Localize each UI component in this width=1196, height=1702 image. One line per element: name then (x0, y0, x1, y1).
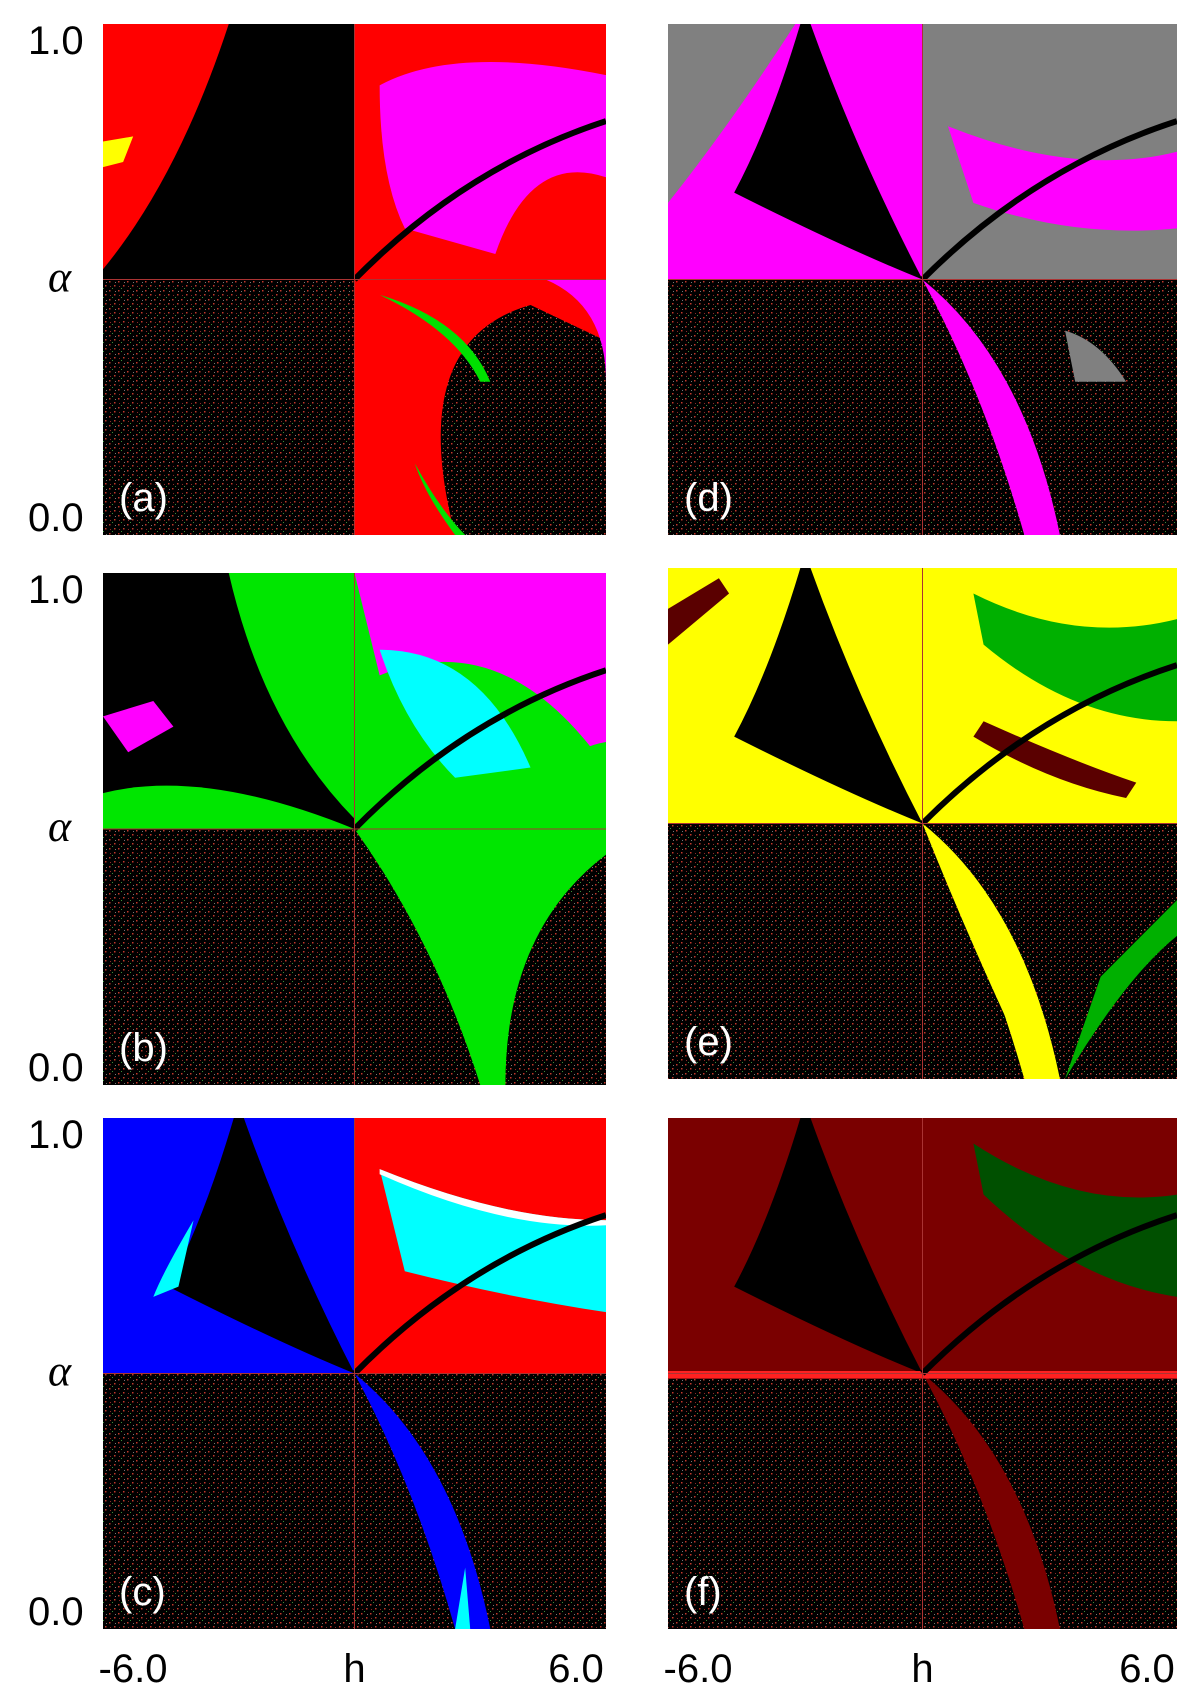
region (1065, 330, 1127, 382)
region (734, 568, 923, 824)
x-label-middle: h (911, 1647, 933, 1691)
curve (355, 1215, 607, 1373)
y-label-bottom: 0.0 (28, 496, 84, 540)
y-label-top: 1.0 (28, 19, 84, 63)
region (734, 24, 923, 280)
curve (923, 1215, 1178, 1373)
y-label-top: 1.0 (28, 1113, 84, 1157)
region (354, 573, 606, 768)
y-label-middle: α (48, 253, 72, 302)
region (973, 1143, 1177, 1297)
region (947, 126, 1177, 231)
panel-map (103, 1118, 606, 1629)
region (103, 24, 229, 270)
panel-label: (d) (684, 476, 733, 520)
panel: (e) (668, 568, 1177, 1079)
panel-label: (c) (119, 1570, 166, 1614)
curve (923, 665, 1178, 823)
region (168, 1118, 355, 1374)
x-label-right: 6.0 (548, 1647, 604, 1691)
y-label-bottom: 0.0 (28, 1590, 84, 1634)
panel-map (668, 568, 1177, 1079)
panel: (a) (103, 24, 606, 535)
panel-map (668, 24, 1177, 535)
panel-label: (a) (119, 476, 168, 520)
x-label-left: -6.0 (99, 1647, 168, 1691)
region (734, 1118, 923, 1374)
region (103, 785, 355, 829)
panel-label: (f) (684, 1570, 722, 1614)
y-label-middle: α (48, 802, 72, 851)
region (455, 1567, 471, 1629)
region (545, 279, 606, 382)
region (354, 279, 606, 535)
region (530, 741, 606, 829)
region (263, 573, 355, 819)
region (379, 649, 531, 778)
curve (923, 121, 1178, 279)
curve (355, 121, 607, 279)
panel-map (103, 24, 606, 535)
region (354, 829, 606, 1085)
region (668, 24, 796, 203)
x-label-right: 6.0 (1119, 1647, 1175, 1691)
panel: (d) (668, 24, 1177, 535)
curve (355, 670, 607, 829)
region (922, 1373, 1060, 1629)
panel: (c) (103, 1118, 606, 1629)
region (379, 1169, 606, 1313)
panel-label: (e) (684, 1020, 733, 1064)
y-label-bottom: 0.0 (28, 1046, 84, 1090)
region (153, 1220, 194, 1297)
y-label-middle: α (48, 1347, 72, 1396)
region (668, 578, 730, 645)
region (922, 823, 1050, 1079)
panel-label: (b) (119, 1026, 168, 1070)
region (1065, 900, 1177, 1079)
panel: (b) (103, 573, 606, 1085)
region (228, 573, 355, 819)
x-label-middle: h (343, 1647, 365, 1691)
region (973, 593, 1177, 722)
panel-map (668, 1118, 1177, 1629)
region (103, 136, 134, 168)
region (922, 279, 1060, 535)
y-label-top: 1.0 (28, 568, 84, 612)
region (354, 1373, 491, 1629)
region (379, 294, 491, 382)
panel-map (103, 573, 606, 1085)
x-label-left: -6.0 (664, 1647, 733, 1691)
panel: (f) (668, 1118, 1177, 1629)
region (103, 701, 174, 753)
region (973, 721, 1137, 798)
